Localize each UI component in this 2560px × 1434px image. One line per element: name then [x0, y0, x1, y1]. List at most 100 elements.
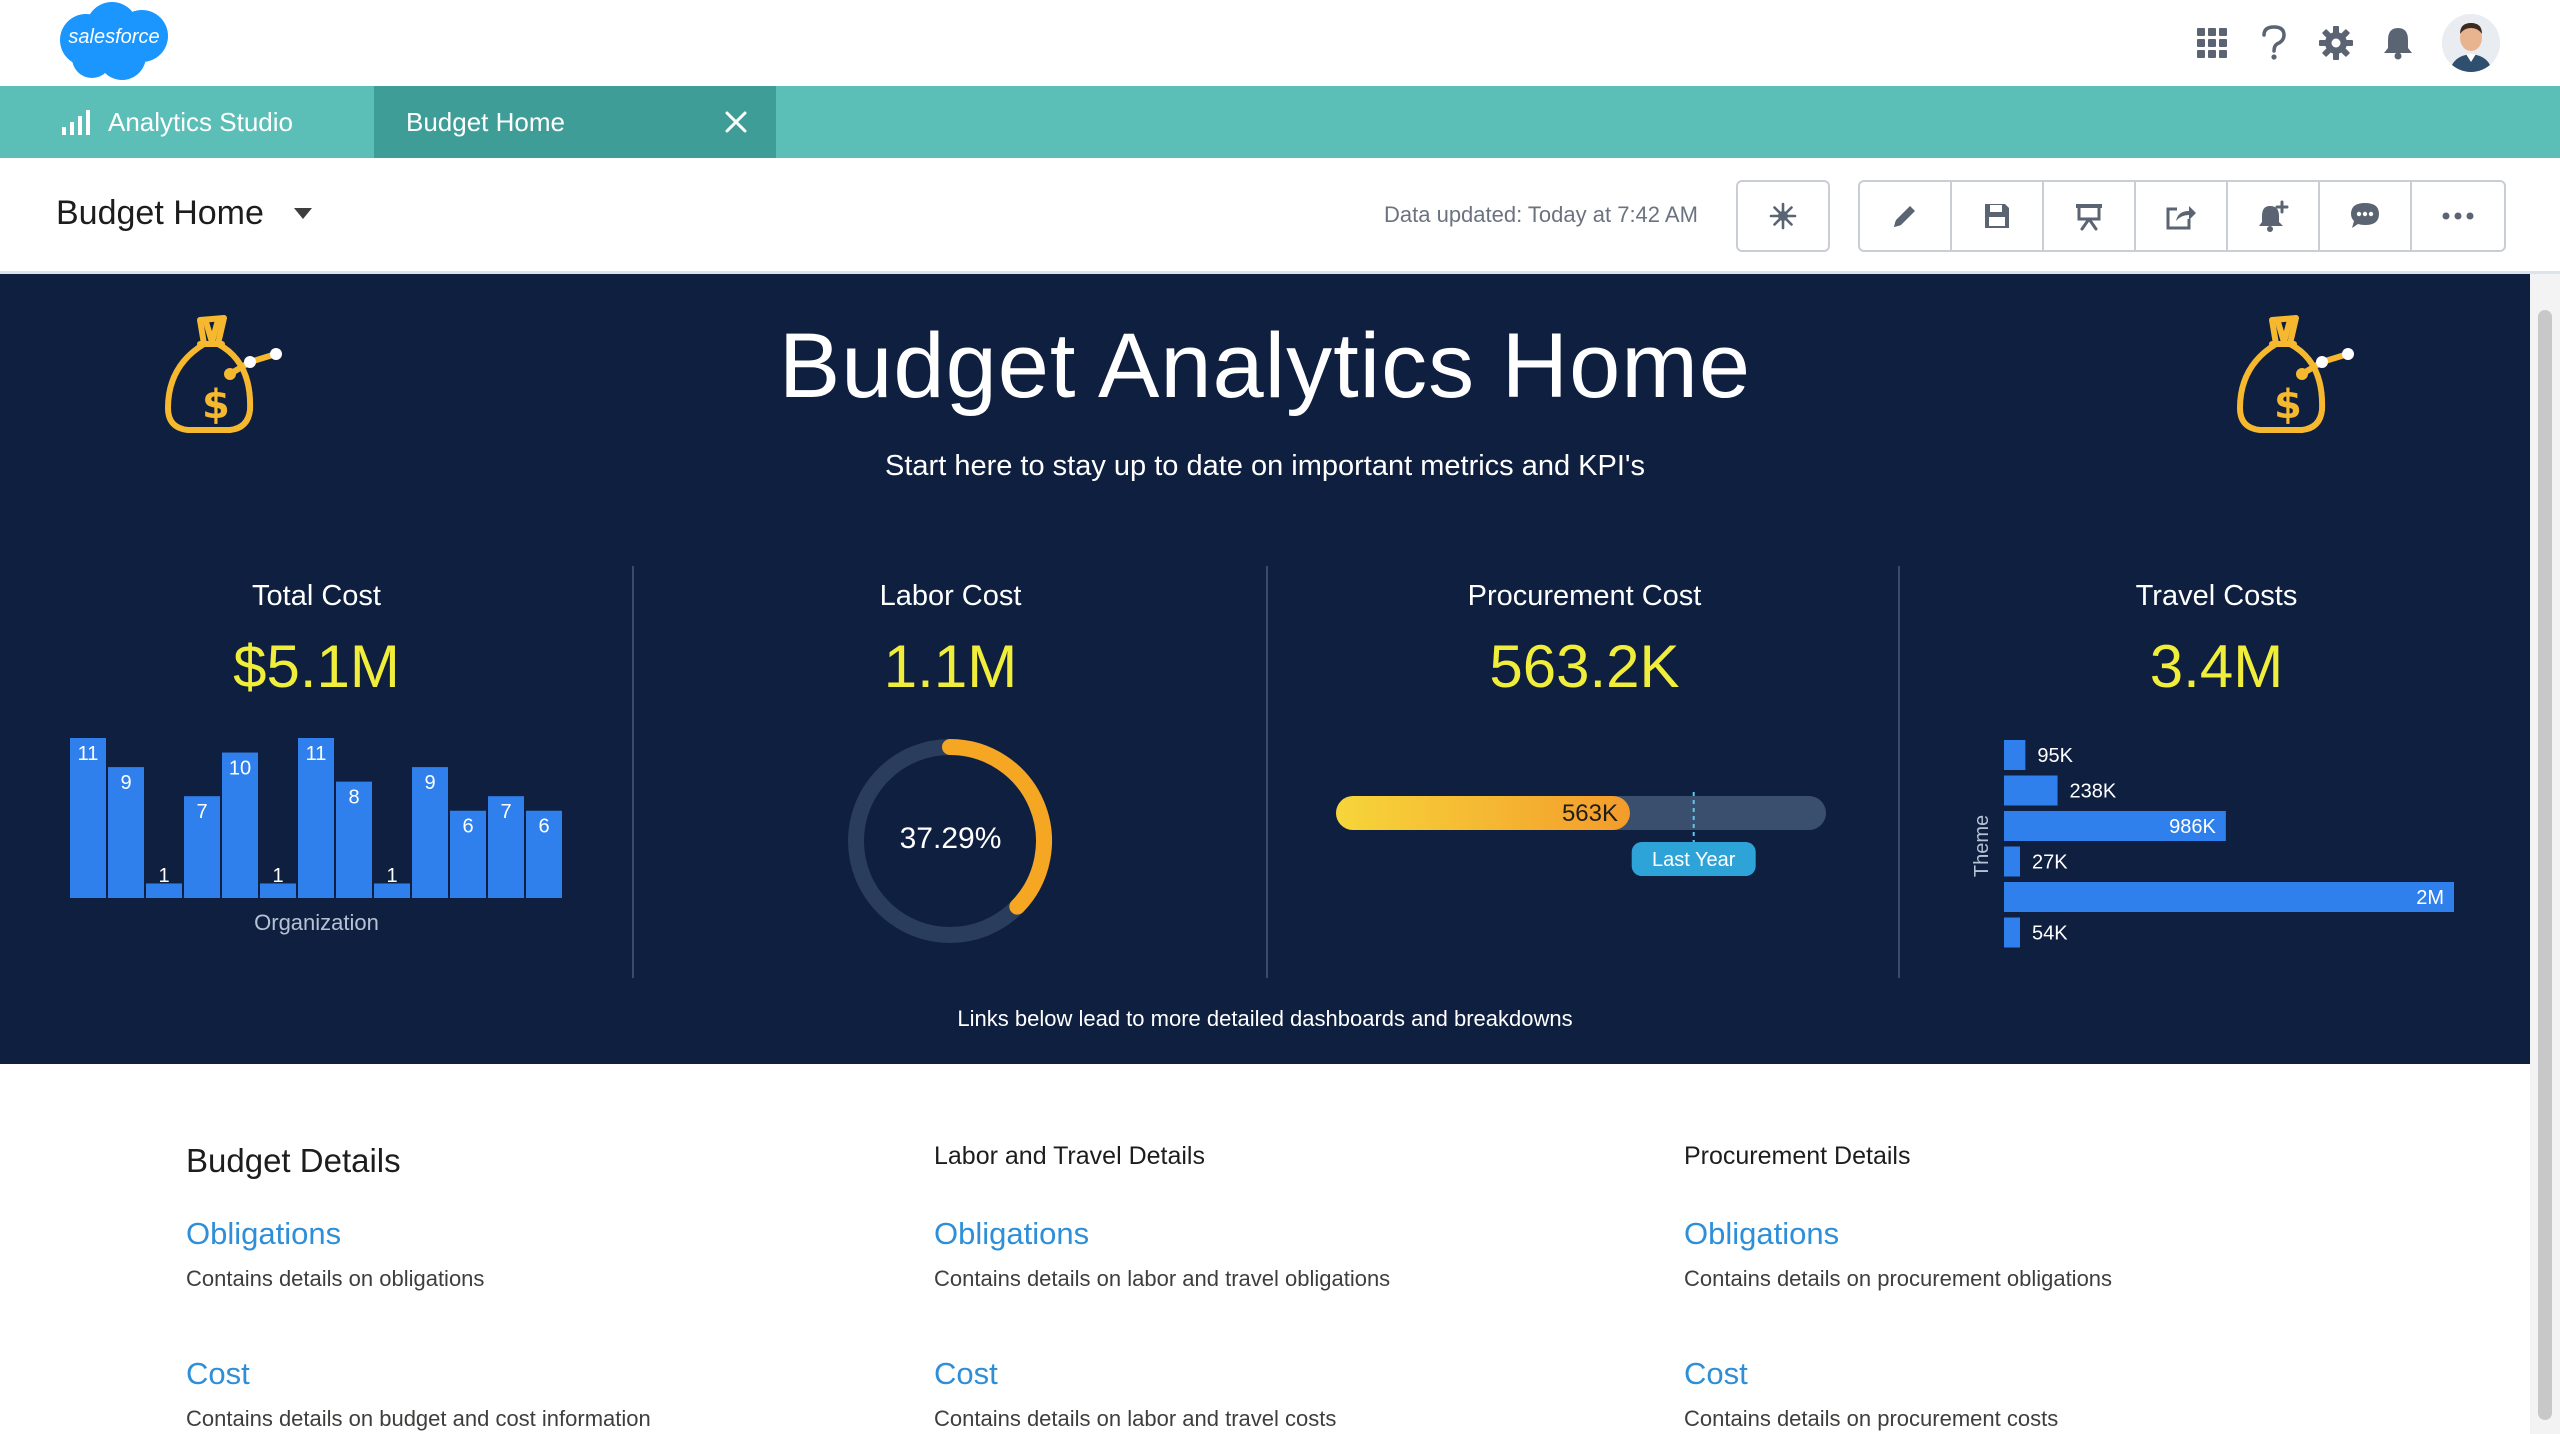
bar[interactable] — [2004, 775, 2058, 806]
bar[interactable] — [298, 738, 334, 898]
kpi-value: 563.2K — [1489, 633, 1680, 700]
bar[interactable] — [2004, 846, 2020, 877]
pencil-icon — [1894, 206, 1915, 227]
edit-button[interactable] — [1860, 182, 1952, 250]
bar-value-label: 95K — [2037, 745, 2073, 767]
bar-value-label: 7 — [196, 801, 207, 823]
scrollbar-thumb[interactable] — [2538, 310, 2552, 1420]
bar[interactable] — [450, 810, 486, 898]
bar[interactable] — [222, 752, 258, 898]
bar-value-label: 6 — [462, 816, 473, 838]
column-heading: Labor and Travel Details — [934, 1142, 1205, 1170]
bar[interactable] — [374, 883, 410, 898]
bar-value-label: 986K — [2169, 816, 2216, 838]
bar[interactable] — [260, 883, 296, 898]
bar[interactable] — [146, 883, 182, 898]
app-launcher-icon[interactable] — [2194, 25, 2230, 61]
obligations-link[interactable]: Obligations — [186, 1216, 342, 1251]
bar[interactable] — [108, 767, 144, 898]
kpi-divider — [1266, 566, 1268, 978]
travel-costs-bar-chart[interactable]: Theme 95K 238K 986K 27K 2M 54K — [1970, 736, 2490, 956]
bar[interactable] — [2004, 917, 2020, 948]
hero-footer-note: Links below lead to more detailed dashbo… — [957, 1006, 1573, 1031]
bar-value-label: 8 — [348, 787, 359, 809]
bar-value-label: 54K — [2032, 923, 2068, 945]
bar-value-label: 11 — [78, 743, 99, 765]
app-name-tab[interactable]: Analytics Studio — [0, 86, 374, 158]
column-heading: Budget Details — [186, 1142, 401, 1179]
bar[interactable] — [184, 796, 220, 898]
dollar-glyph: $ — [2274, 382, 2302, 428]
user-avatar[interactable] — [2442, 14, 2500, 72]
cost-link[interactable]: Cost — [934, 1356, 998, 1391]
money-bag-icon: $ — [165, 315, 282, 433]
x-axis-label: Organization — [254, 910, 379, 935]
bar-value-label: 9 — [424, 772, 435, 794]
cost-link[interactable]: Cost — [1684, 1356, 1748, 1391]
tab-label: Budget Home — [406, 106, 565, 137]
tab-budget-home[interactable]: Budget Home — [374, 86, 776, 158]
kpi-label: Total Cost — [252, 580, 381, 612]
app-name-label: Analytics Studio — [108, 106, 293, 137]
bar[interactable] — [2004, 811, 2226, 841]
tab-bar: Analytics Studio Budget Home — [0, 86, 2560, 158]
obligations-link[interactable]: Obligations — [1684, 1216, 1840, 1251]
bell-icon[interactable] — [2380, 25, 2416, 61]
cost-link[interactable]: Cost — [186, 1356, 250, 1391]
kpi-label: Procurement Cost — [1467, 580, 1702, 612]
kpi-value: 3.4M — [2149, 633, 2284, 700]
link-description: Contains details on budget and cost info… — [186, 1406, 651, 1431]
close-icon[interactable] — [720, 106, 752, 138]
einstein-button[interactable] — [1736, 180, 1830, 252]
bar-value-label: 238K — [2070, 781, 2117, 803]
hero-subtitle: Start here to stay up to date on importa… — [885, 450, 1645, 482]
header-actions — [2194, 10, 2500, 76]
bar[interactable] — [488, 796, 524, 898]
bar-value-label: 1 — [272, 865, 283, 887]
bar[interactable] — [526, 810, 562, 898]
dashboard-actions-group — [1858, 180, 2506, 252]
bar[interactable] — [2004, 740, 2026, 770]
dashboard-title-dropdown[interactable]: Budget Home — [56, 194, 312, 233]
link-description: Contains details on labor and travel cos… — [934, 1406, 1337, 1431]
subscribe-button[interactable] — [2228, 182, 2320, 250]
kpi-labor-cost[interactable]: Labor Cost 1.1M 37.29% — [634, 566, 1267, 978]
gear-icon[interactable] — [2318, 25, 2354, 61]
bullet-value-bar[interactable] — [1336, 796, 1630, 830]
save-button[interactable] — [1952, 182, 2044, 250]
kpi-travel-costs[interactable]: Travel Costs 3.4M Theme 95K 238K 986K 27K 2M 5… — [1900, 566, 2533, 978]
save-icon — [1985, 204, 2009, 228]
column-heading: Procurement Details — [1684, 1142, 1911, 1170]
bar-value-label: 2M — [2416, 887, 2444, 909]
sparkle-icon — [1769, 202, 1797, 230]
presentation-icon — [2076, 204, 2102, 231]
bar-value-label: 1 — [158, 865, 169, 887]
bar[interactable] — [2004, 882, 2454, 912]
more-actions-button[interactable] — [2412, 182, 2504, 250]
help-icon[interactable] — [2256, 25, 2292, 61]
obligations-link[interactable]: Obligations — [934, 1216, 1090, 1251]
share-button[interactable] — [2136, 182, 2228, 250]
bar-value-label: 7 — [500, 801, 511, 823]
bar-value-label: 27K — [2032, 852, 2068, 874]
logo-wordmark: salesforce — [68, 26, 160, 48]
bar[interactable] — [412, 767, 448, 898]
target-label: Last Year — [1652, 849, 1736, 871]
kpi-total-cost[interactable]: Total Cost $5.1M 11 9 1 7 10 1 11 8 1 9 6 7 6 Organi… — [0, 566, 633, 978]
comment-button[interactable] — [2320, 182, 2412, 250]
data-updated-text: Data updated: Today at 7:42 AM — [1384, 202, 1698, 227]
bar[interactable] — [336, 781, 372, 898]
dashboard-title: Budget Home — [56, 194, 264, 232]
procurement-bullet-chart[interactable]: 563K Last Year — [1336, 776, 1836, 876]
gauge-value-label: 37.29% — [899, 822, 1002, 855]
target-label-pill — [1631, 842, 1756, 876]
bar-value-label: 11 — [306, 743, 327, 765]
bar[interactable] — [70, 738, 106, 898]
link-description: Contains details on procurement obligati… — [1684, 1266, 2113, 1291]
salesforce-logo[interactable]: salesforce — [52, 0, 176, 82]
labor-cost-gauge[interactable] — [845, 736, 1055, 946]
kpi-divider — [632, 566, 634, 978]
kpi-procurement-cost[interactable]: Procurement Cost 563.2K 563K Last Year — [1268, 566, 1901, 978]
present-button[interactable] — [2044, 182, 2136, 250]
